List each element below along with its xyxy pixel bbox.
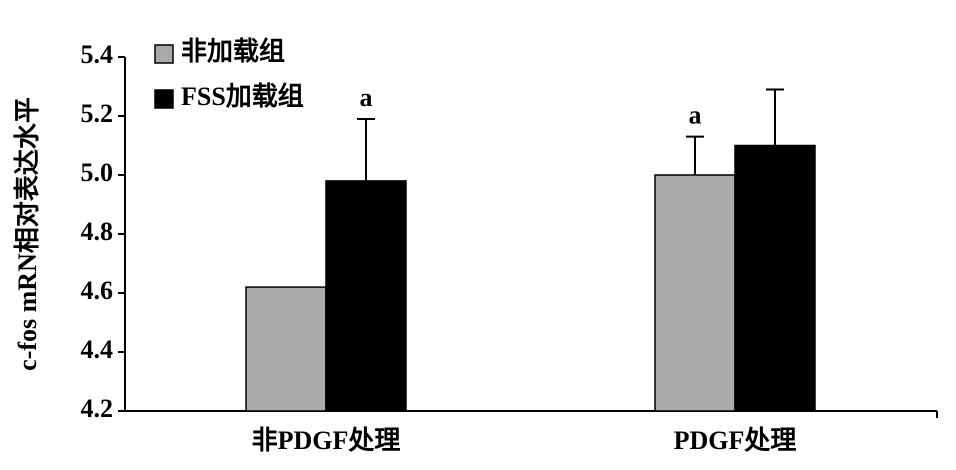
significance-mark: a — [689, 101, 702, 130]
legend-label: 非加载组 — [181, 36, 285, 66]
legend-label: FSS加载组 — [181, 81, 304, 111]
y-tick-label: 4.8 — [81, 217, 114, 246]
bar — [654, 174, 736, 412]
x-tick-label: PDGF处理 — [674, 426, 797, 455]
y-axis-label: c-fos mRN相对表达水平 — [13, 97, 42, 371]
bar — [325, 180, 407, 412]
y-tick-label: 4.4 — [81, 335, 114, 364]
significance-mark: a — [360, 83, 373, 112]
y-tick-label: 4.2 — [81, 394, 114, 423]
y-tick-label: 5.2 — [81, 99, 114, 128]
y-tick-label: 4.6 — [81, 276, 114, 305]
y-tick-label: 5.4 — [81, 40, 114, 69]
legend-swatch — [154, 44, 174, 64]
bar — [734, 144, 816, 412]
legend-swatch — [154, 89, 174, 109]
x-tick-label: 非PDGF处理 — [252, 426, 401, 455]
bar — [245, 286, 327, 412]
y-tick-label: 5.0 — [81, 158, 114, 187]
